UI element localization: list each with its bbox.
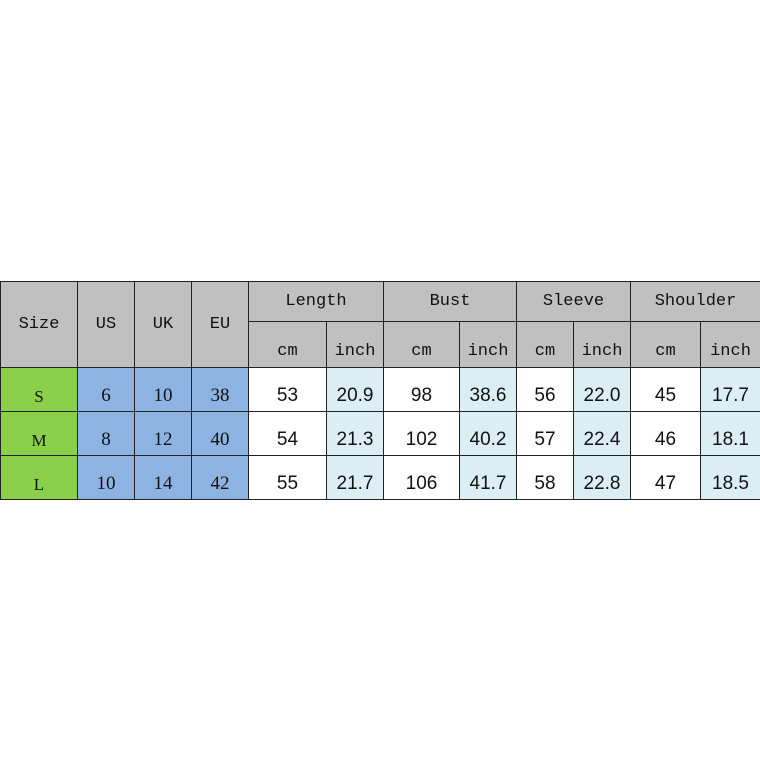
inch-cell: 22.0	[573, 367, 631, 412]
table-row: L 10 14 42 55 21.7 106 41.7 58 22.8 47 18.5	[0, 455, 760, 500]
unit-inch: inch	[326, 321, 384, 368]
cm-cell: 45	[630, 367, 701, 412]
size-cell: M	[0, 411, 78, 456]
table-row: M 8 12 40 54 21.3 102 40.2 57 22.4 46 18.1	[0, 411, 760, 456]
header-row: Size US UK EU Length Bust Sleeve Shoulde…	[0, 281, 760, 368]
header-bust: Bust	[383, 281, 517, 322]
header-eu: EU	[191, 281, 249, 368]
cm-cell: 53	[248, 367, 327, 412]
size-cell: L	[0, 455, 78, 500]
header-size: Size	[0, 281, 78, 368]
cm-cell: 56	[516, 367, 574, 412]
unit-cm: cm	[248, 321, 327, 368]
inch-cell: 18.1	[700, 411, 760, 456]
header-us: US	[77, 281, 135, 368]
size-chart-table: Size US UK EU Length Bust Sleeve Shoulde…	[0, 281, 760, 500]
cm-cell: 47	[630, 455, 701, 500]
inch-cell: 17.7	[700, 367, 760, 412]
cm-cell: 98	[383, 367, 460, 412]
inch-cell: 18.5	[700, 455, 760, 500]
us-cell: 6	[77, 367, 135, 412]
eu-cell: 40	[191, 411, 249, 456]
size-cell: S	[0, 367, 78, 412]
us-cell: 8	[77, 411, 135, 456]
header-shoulder: Shoulder	[630, 281, 760, 322]
unit-cm: cm	[516, 321, 574, 368]
cm-cell: 55	[248, 455, 327, 500]
unit-row: cm inch cm inch cm inch cm inch	[1, 321, 760, 368]
unit-cm: cm	[630, 321, 701, 368]
cm-cell: 46	[630, 411, 701, 456]
cm-cell: 102	[383, 411, 460, 456]
cm-cell: 54	[248, 411, 327, 456]
inch-cell: 41.7	[459, 455, 517, 500]
cm-cell: 57	[516, 411, 574, 456]
inch-cell: 21.7	[326, 455, 384, 500]
us-cell: 10	[77, 455, 135, 500]
inch-cell: 22.8	[573, 455, 631, 500]
table-row: S 6 10 38 53 20.9 98 38.6 56 22.0 45 17.7	[0, 367, 760, 412]
inch-cell: 40.2	[459, 411, 517, 456]
inch-cell: 38.6	[459, 367, 517, 412]
header-uk: UK	[134, 281, 192, 368]
unit-cm: cm	[383, 321, 460, 368]
header-length: Length	[248, 281, 384, 322]
unit-inch: inch	[459, 321, 517, 368]
inch-cell: 21.3	[326, 411, 384, 456]
uk-cell: 14	[134, 455, 192, 500]
eu-cell: 42	[191, 455, 249, 500]
inch-cell: 20.9	[326, 367, 384, 412]
unit-inch: inch	[700, 321, 760, 368]
uk-cell: 12	[134, 411, 192, 456]
unit-inch: inch	[573, 321, 631, 368]
cm-cell: 58	[516, 455, 574, 500]
inch-cell: 22.4	[573, 411, 631, 456]
uk-cell: 10	[134, 367, 192, 412]
header-sleeve: Sleeve	[516, 281, 631, 322]
eu-cell: 38	[191, 367, 249, 412]
cm-cell: 106	[383, 455, 460, 500]
